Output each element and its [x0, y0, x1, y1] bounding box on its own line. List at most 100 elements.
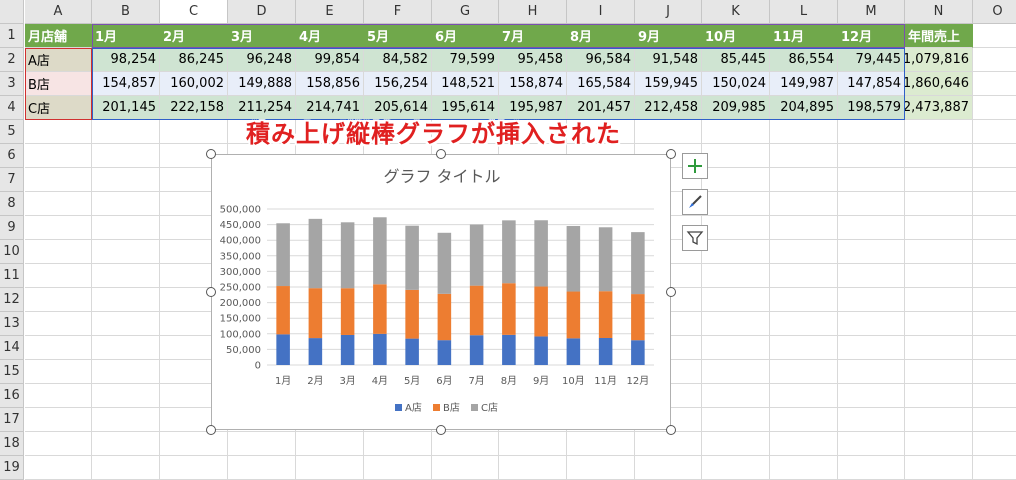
sales-value-cell[interactable]: 79,599 — [432, 48, 499, 72]
resize-handle-bottom[interactable] — [436, 425, 446, 435]
sales-value-cell[interactable]: 98,254 — [92, 48, 160, 72]
row-header-18[interactable]: 18 — [0, 432, 24, 456]
row-header-13[interactable]: 13 — [0, 312, 24, 336]
cell[interactable] — [770, 240, 838, 264]
cell[interactable] — [702, 408, 770, 432]
cell[interactable] — [92, 384, 160, 408]
row-header-3[interactable]: 3 — [0, 72, 24, 96]
cell[interactable] — [92, 312, 160, 336]
cell[interactable] — [905, 312, 973, 336]
cell[interactable] — [702, 168, 770, 192]
cell[interactable] — [973, 72, 1016, 96]
cell[interactable] — [635, 432, 702, 456]
row-header-11[interactable]: 11 — [0, 264, 24, 288]
row-header-1[interactable]: 1 — [0, 24, 24, 48]
cell[interactable] — [838, 336, 905, 360]
cell[interactable] — [499, 432, 567, 456]
sales-value-cell[interactable]: 198,579 — [838, 96, 905, 120]
column-header-A[interactable]: A — [25, 0, 92, 24]
sales-value-cell[interactable]: 159,945 — [635, 72, 702, 96]
select-all-corner[interactable] — [0, 0, 24, 24]
sales-value-cell[interactable]: 204,895 — [770, 96, 838, 120]
row-header-9[interactable]: 9 — [0, 216, 24, 240]
cell[interactable] — [228, 456, 296, 480]
cell[interactable] — [702, 432, 770, 456]
header-cell[interactable]: 月店舗 — [25, 24, 92, 48]
cell[interactable] — [905, 456, 973, 480]
header-cell[interactable]: 年間売上 — [905, 24, 973, 48]
cell[interactable] — [25, 144, 92, 168]
cell[interactable] — [635, 456, 702, 480]
cell[interactable] — [92, 192, 160, 216]
stacked-column-chart[interactable]: グラフ タイトル 0 50,000 100,000 150,000 200,000 250,… — [211, 154, 671, 430]
sales-value-cell[interactable]: 195,987 — [499, 96, 567, 120]
column-header-O[interactable]: O — [973, 0, 1016, 24]
cell[interactable] — [702, 264, 770, 288]
cell[interactable] — [973, 48, 1016, 72]
header-cell[interactable]: 10月 — [702, 24, 770, 48]
cell[interactable] — [770, 360, 838, 384]
cell[interactable] — [838, 384, 905, 408]
row-header-10[interactable]: 10 — [0, 240, 24, 264]
cell[interactable] — [702, 240, 770, 264]
cell[interactable] — [973, 264, 1016, 288]
row-header-5[interactable]: 5 — [0, 120, 24, 144]
cell[interactable] — [973, 336, 1016, 360]
cell[interactable] — [905, 144, 973, 168]
cell[interactable] — [905, 360, 973, 384]
cell[interactable] — [905, 432, 973, 456]
cell[interactable] — [770, 408, 838, 432]
column-header-E[interactable]: E — [296, 0, 364, 24]
cell[interactable] — [838, 456, 905, 480]
column-header-F[interactable]: F — [364, 0, 432, 24]
column-header-I[interactable]: I — [567, 0, 635, 24]
cell[interactable] — [770, 312, 838, 336]
row-header-19[interactable]: 19 — [0, 456, 24, 480]
cell[interactable] — [25, 360, 92, 384]
cell[interactable] — [25, 168, 92, 192]
cell[interactable] — [973, 408, 1016, 432]
cell[interactable] — [432, 120, 499, 144]
cell[interactable] — [770, 336, 838, 360]
cell[interactable] — [905, 216, 973, 240]
cell[interactable] — [838, 312, 905, 336]
resize-handle-top-left[interactable] — [206, 149, 216, 159]
cell[interactable] — [770, 456, 838, 480]
column-header-K[interactable]: K — [702, 0, 770, 24]
sales-value-cell[interactable]: 212,458 — [635, 96, 702, 120]
sales-value-cell[interactable]: 84,582 — [364, 48, 432, 72]
cell[interactable] — [770, 384, 838, 408]
cell[interactable] — [838, 408, 905, 432]
cell[interactable] — [296, 456, 364, 480]
cell[interactable] — [838, 120, 905, 144]
row-header-4[interactable]: 4 — [0, 96, 24, 120]
cell[interactable] — [702, 384, 770, 408]
cell[interactable] — [25, 240, 92, 264]
cell[interactable] — [838, 240, 905, 264]
cell[interactable] — [92, 456, 160, 480]
sales-value-cell[interactable]: 222,158 — [160, 96, 228, 120]
cell[interactable] — [770, 216, 838, 240]
cell[interactable] — [838, 264, 905, 288]
sales-value-cell[interactable]: 86,245 — [160, 48, 228, 72]
cell[interactable] — [25, 216, 92, 240]
annual-total-cell[interactable]: 1,079,816 — [905, 48, 973, 72]
cell[interactable] — [25, 288, 92, 312]
cell[interactable] — [838, 288, 905, 312]
header-cell[interactable]: 5月 — [364, 24, 432, 48]
cell[interactable] — [770, 192, 838, 216]
store-name-cell[interactable]: B店 — [25, 72, 92, 96]
cell[interactable] — [702, 288, 770, 312]
cell[interactable] — [567, 120, 635, 144]
cell[interactable] — [25, 432, 92, 456]
cell[interactable] — [92, 144, 160, 168]
cell[interactable] — [25, 264, 92, 288]
cell[interactable] — [973, 216, 1016, 240]
cell[interactable] — [702, 216, 770, 240]
cell[interactable] — [567, 456, 635, 480]
cell[interactable] — [973, 96, 1016, 120]
cell[interactable] — [702, 192, 770, 216]
sales-value-cell[interactable]: 86,554 — [770, 48, 838, 72]
cell[interactable] — [92, 240, 160, 264]
column-header-C[interactable]: C — [160, 0, 228, 24]
